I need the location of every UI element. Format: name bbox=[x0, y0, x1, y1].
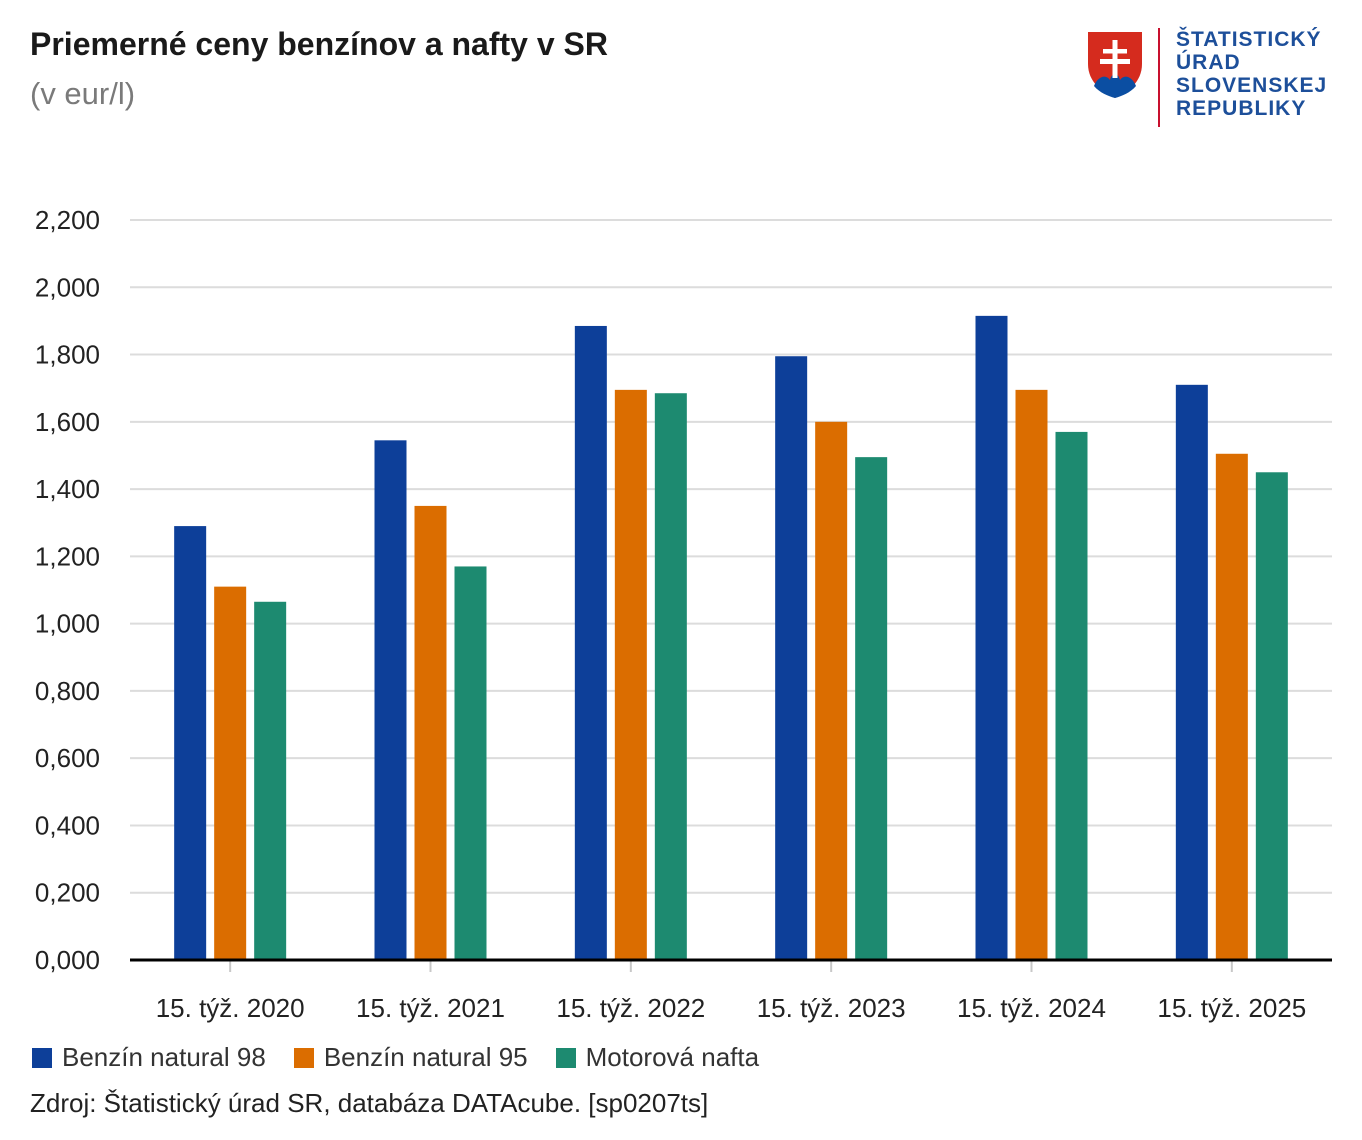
chart-title: Priemerné ceny benzínov a nafty v SR bbox=[30, 26, 608, 62]
x-tick-label: 15. týž. 2023 bbox=[757, 993, 906, 1023]
bar bbox=[1175, 384, 1208, 960]
logo-text: ŠTATISTICKÝ ÚRAD SLOVENSKEJ REPUBLIKY bbox=[1176, 28, 1327, 120]
y-tick-label: 1,200 bbox=[35, 541, 100, 571]
bar bbox=[174, 526, 207, 960]
y-tick-label: 0,600 bbox=[35, 743, 100, 773]
logo-line-4: REPUBLIKY bbox=[1176, 97, 1307, 120]
y-tick-label: 1,000 bbox=[35, 609, 100, 639]
bar bbox=[1015, 389, 1048, 960]
bar bbox=[975, 315, 1008, 960]
source-note: Zdroj: Štatistický úrad SR, databáza DAT… bbox=[30, 1088, 709, 1118]
y-tick-label: 0,400 bbox=[35, 810, 100, 840]
logo-line-2: ÚRAD bbox=[1176, 51, 1241, 74]
bar bbox=[775, 356, 808, 960]
x-tick-label: 15. týž. 2022 bbox=[556, 993, 705, 1023]
chart-subtitle: (v eur/l) bbox=[30, 76, 136, 111]
bar bbox=[454, 566, 487, 960]
logo-line-1: ŠTATISTICKÝ bbox=[1176, 28, 1322, 51]
legend-label-natural-98: Benzín natural 98 bbox=[62, 1042, 266, 1072]
x-tick-label: 15. týž. 2020 bbox=[156, 993, 305, 1023]
x-tick-label: 15. týž. 2025 bbox=[1157, 993, 1306, 1023]
bar bbox=[214, 586, 247, 960]
logo-divider bbox=[1158, 28, 1160, 127]
bar bbox=[574, 325, 607, 960]
x-tick-label: 15. týž. 2021 bbox=[356, 993, 505, 1023]
legend-swatch-natural-95 bbox=[293, 1047, 314, 1068]
legend-swatch-diesel bbox=[555, 1047, 576, 1068]
y-tick-label: 0,800 bbox=[35, 676, 100, 706]
y-tick-label: 1,800 bbox=[35, 340, 100, 370]
coat-of-arms-icon bbox=[1088, 32, 1142, 98]
y-tick-label: 0,000 bbox=[35, 945, 100, 975]
y-tick-label: 1,400 bbox=[35, 474, 100, 504]
y-tick-label: 2,200 bbox=[35, 205, 100, 235]
bar bbox=[254, 601, 287, 960]
bar bbox=[654, 393, 687, 960]
bar-chart: 0,000 0,200 0,400 0,600 0,800 1,000 1,200 1,400… bbox=[35, 205, 1332, 1023]
bar bbox=[414, 505, 447, 960]
legend-item-diesel: Motorová nafta bbox=[555, 1042, 760, 1073]
legend-label-natural-95: Benzín natural 95 bbox=[323, 1042, 528, 1072]
y-tick-label: 2,000 bbox=[35, 272, 100, 302]
y-tick-label: 0,200 bbox=[35, 878, 100, 908]
bar bbox=[1255, 472, 1288, 960]
bar bbox=[374, 440, 407, 960]
legend-item-natural-98: Benzín natural 98 bbox=[32, 1042, 266, 1073]
bar bbox=[1215, 453, 1248, 960]
legend-swatch-natural-98 bbox=[32, 1047, 52, 1068]
legend-item-natural-95: Benzín natural 95 bbox=[293, 1042, 528, 1073]
statistical-office-logo: ŠTATISTICKÝ ÚRAD SLOVENSKEJ REPUBLIKY bbox=[1086, 28, 1336, 128]
y-tick-label: 1,600 bbox=[35, 407, 100, 437]
bar bbox=[614, 389, 647, 960]
legend-label-diesel: Motorová nafta bbox=[585, 1042, 760, 1072]
logo-line-3: SLOVENSKEJ bbox=[1176, 74, 1328, 97]
chart-legend: Benzín natural 98 Benzín natural 95 Moto… bbox=[32, 1042, 759, 1073]
bar bbox=[1055, 431, 1088, 961]
bar bbox=[815, 421, 848, 960]
bar bbox=[855, 457, 888, 960]
x-tick-label: 15. týž. 2024 bbox=[957, 993, 1106, 1023]
